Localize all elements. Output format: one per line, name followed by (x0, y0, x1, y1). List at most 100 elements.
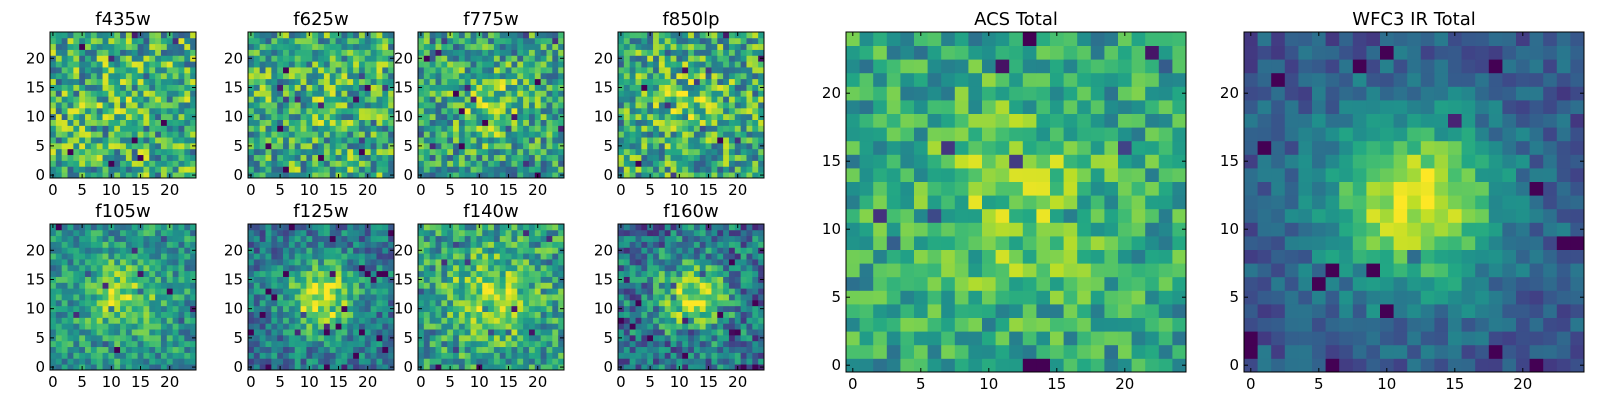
heatmap-cell (752, 358, 759, 365)
heatmap-cell (149, 282, 156, 289)
heatmap-cell (493, 90, 501, 97)
heatmap-cell (453, 148, 460, 156)
heatmap-cell (641, 43, 648, 50)
heatmap-cell (470, 96, 477, 103)
heatmap-cell (540, 125, 547, 132)
heatmap-cell (429, 352, 436, 359)
heatmap-cell (447, 137, 454, 144)
heatmap-cell (67, 154, 74, 161)
heatmap-cell (143, 229, 150, 237)
heatmap-cell (641, 317, 648, 324)
heatmap-cell (499, 49, 506, 56)
heatmap-cell (347, 154, 354, 161)
heatmap-cell (160, 364, 168, 371)
heatmap-cell (335, 96, 342, 103)
heatmap-cell (125, 270, 133, 277)
heatmap-cell (120, 78, 127, 85)
heatmap-cell (505, 264, 512, 272)
heatmap-cell (435, 282, 442, 289)
heatmap-cell (670, 125, 677, 132)
heatmap-cell (318, 282, 325, 289)
heatmap-cell (172, 43, 179, 50)
heatmap-cell (85, 72, 92, 80)
heatmap-cell (453, 270, 460, 277)
heatmap-cell (382, 160, 389, 167)
heatmap-cell (482, 323, 489, 330)
heatmap-cell (740, 299, 747, 307)
heatmap-cell (155, 264, 162, 272)
heatmap-cell (546, 131, 553, 138)
heatmap-cell (418, 107, 425, 115)
heatmap-cell (271, 340, 278, 348)
heatmap-cell (647, 334, 654, 342)
heatmap-cell (505, 125, 512, 132)
heatmap-cell (464, 235, 471, 242)
heatmap-cell (259, 107, 266, 115)
heatmap-cell (635, 67, 642, 74)
heatmap-cell (306, 264, 313, 272)
heatmap-cell (172, 137, 179, 144)
heatmap-cell (388, 107, 395, 115)
heatmap-cell (61, 61, 68, 68)
heatmap-cell (271, 253, 278, 260)
heatmap-cell (635, 72, 642, 80)
heatmap-cell (499, 224, 506, 231)
heatmap-cell (376, 166, 383, 173)
heatmap-cell (699, 288, 706, 295)
heatmap-cell (728, 61, 736, 68)
heatmap-cell (172, 160, 179, 167)
heatmap-cell (353, 311, 360, 318)
heatmap-cell (728, 84, 736, 91)
heatmap-cell (329, 282, 336, 289)
heatmap-cell (253, 247, 261, 254)
heatmap-cell (335, 166, 342, 173)
heatmap-cell (705, 282, 712, 289)
heatmap-cell (288, 125, 296, 132)
heatmap-cell (277, 323, 284, 330)
heatmap-cell (499, 160, 506, 167)
heatmap-cell (676, 96, 683, 103)
heatmap-cell (155, 241, 162, 248)
heatmap-cell (728, 119, 736, 126)
heatmap-cell (131, 259, 138, 266)
heatmap-cell (370, 107, 377, 115)
heatmap-cell (370, 37, 377, 45)
heatmap-cell (470, 358, 477, 365)
heatmap-cell (312, 294, 319, 301)
heatmap-cell (50, 270, 57, 277)
heatmap-cell (705, 305, 712, 312)
heatmap-cell (711, 364, 718, 371)
heatmap-cell (347, 166, 354, 173)
heatmap-cell (160, 137, 168, 144)
heatmap-cell (323, 148, 331, 156)
heatmap-cell (271, 247, 278, 254)
heatmap-cell (388, 282, 395, 289)
heatmap-cell (688, 49, 695, 56)
heatmap-cell (160, 346, 168, 353)
heatmap-cell (476, 90, 483, 97)
heatmap-cell (137, 264, 144, 272)
heatmap-cell (353, 67, 360, 74)
heatmap-cell (259, 49, 266, 56)
heatmap-cell (131, 334, 138, 342)
heatmap-cell (178, 131, 185, 138)
heatmap-cell (172, 55, 179, 62)
heatmap-cell (376, 253, 383, 260)
heatmap-cell (184, 72, 191, 80)
heatmap-cell (499, 102, 506, 109)
heatmap-cell (341, 247, 348, 254)
heatmap-cell (376, 317, 383, 324)
heatmap-cell (149, 259, 156, 266)
heatmap-cell (184, 160, 191, 167)
heatmap-cell (85, 113, 92, 120)
heatmap-cell (137, 84, 144, 91)
heatmap-cell (447, 340, 454, 348)
heatmap-cell (682, 323, 689, 330)
heatmap-cell (435, 276, 442, 283)
heatmap-cell (283, 55, 290, 62)
heatmap-cell (271, 96, 278, 103)
heatmap-cell (190, 61, 197, 68)
heatmap-cell (523, 148, 530, 156)
heatmap-cell (323, 125, 331, 132)
x-tick-label: 10 (102, 373, 121, 391)
